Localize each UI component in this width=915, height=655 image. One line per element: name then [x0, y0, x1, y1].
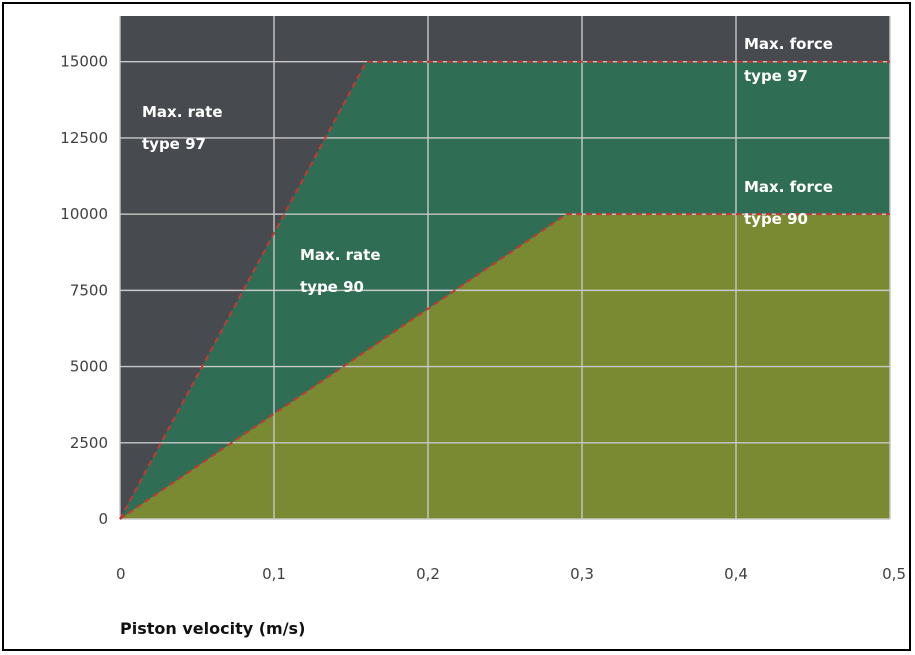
x-tick-label: 0,3 [570, 565, 594, 583]
x-axis-ticks: 0 0,1 0,2 0,3 0,4 0,5 [116, 565, 906, 583]
x-tick-label: 0,5 [882, 565, 906, 583]
y-tick-label: 10000 [60, 205, 108, 223]
plot-area [119, 16, 891, 520]
annotation-max-rate-90: Max. rate type 90 [300, 246, 386, 296]
annotation-max-rate-97: Max. rate type 97 [142, 103, 228, 153]
limit-line-type-97 [119, 60, 890, 520]
y-tick-label: 2500 [70, 434, 108, 452]
y-tick-label: 5000 [70, 358, 108, 376]
y-tick-label: 0 [98, 510, 108, 528]
grid [119, 16, 891, 520]
x-tick-label: 0 [116, 565, 126, 583]
x-tick-label: 0,2 [416, 565, 440, 583]
y-tick-label: 7500 [70, 281, 108, 299]
y-axis-ticks: 0 2500 5000 7500 10000 12500 15000 [60, 53, 108, 528]
annotation-max-force-90: Max. force type 90 [744, 178, 838, 228]
limit-line-type-90 [119, 213, 890, 520]
y-tick-label: 15000 [60, 53, 108, 71]
y-tick-label: 12500 [60, 129, 108, 147]
x-tick-label: 0,1 [262, 565, 286, 583]
x-axis-label: Piston velocity (m/s) [120, 619, 305, 638]
x-tick-label: 0,4 [724, 565, 748, 583]
annotation-max-force-97: Max. force type 97 [744, 35, 838, 85]
